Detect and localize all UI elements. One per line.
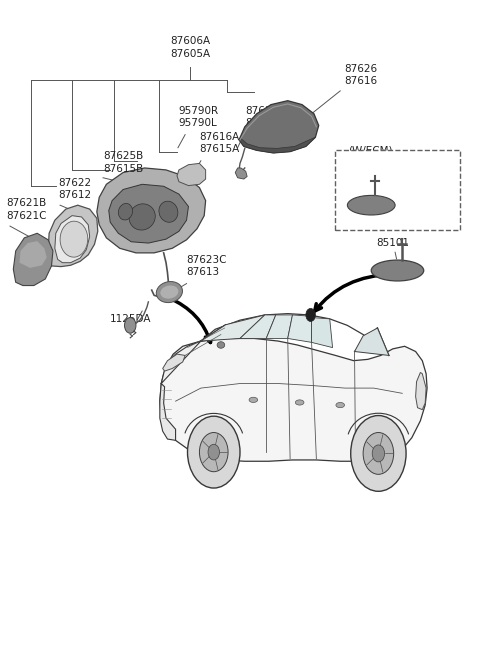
Polygon shape xyxy=(163,354,185,371)
Circle shape xyxy=(188,416,240,488)
Polygon shape xyxy=(97,168,205,253)
Ellipse shape xyxy=(217,342,225,348)
Polygon shape xyxy=(177,163,205,186)
Polygon shape xyxy=(239,100,319,153)
Text: 87626
87616: 87626 87616 xyxy=(344,64,377,87)
Ellipse shape xyxy=(156,281,182,302)
Text: (W/ECM): (W/ECM) xyxy=(348,146,392,155)
Ellipse shape xyxy=(129,204,155,230)
Ellipse shape xyxy=(249,398,258,403)
Text: 85101: 85101 xyxy=(359,156,391,166)
Ellipse shape xyxy=(160,285,179,298)
Polygon shape xyxy=(109,184,189,243)
Polygon shape xyxy=(416,373,426,409)
Polygon shape xyxy=(55,216,90,262)
Ellipse shape xyxy=(60,221,88,257)
Circle shape xyxy=(208,444,219,460)
Polygon shape xyxy=(239,137,315,153)
Polygon shape xyxy=(160,338,427,461)
Ellipse shape xyxy=(348,195,395,215)
Polygon shape xyxy=(288,315,312,342)
Polygon shape xyxy=(20,241,47,268)
Polygon shape xyxy=(355,328,389,356)
Polygon shape xyxy=(161,325,242,384)
Ellipse shape xyxy=(371,260,424,281)
Text: 87625B
87615B: 87625B 87615B xyxy=(103,152,144,174)
Text: 87621B
87621C: 87621B 87621C xyxy=(6,199,47,221)
Polygon shape xyxy=(266,315,292,338)
Text: 85101: 85101 xyxy=(376,238,409,249)
Circle shape xyxy=(199,432,228,472)
Polygon shape xyxy=(160,384,176,440)
Text: 87622
87612: 87622 87612 xyxy=(59,178,92,200)
Text: 95790R
95790L: 95790R 95790L xyxy=(178,106,218,128)
Circle shape xyxy=(351,415,406,491)
Circle shape xyxy=(363,432,394,474)
FancyBboxPatch shape xyxy=(336,150,460,230)
Text: 1125DA: 1125DA xyxy=(109,314,151,324)
Ellipse shape xyxy=(119,203,132,220)
Ellipse shape xyxy=(295,400,304,405)
Polygon shape xyxy=(235,168,247,179)
Polygon shape xyxy=(48,205,98,266)
Circle shape xyxy=(306,308,315,321)
Text: 87614L
87613L: 87614L 87613L xyxy=(245,106,284,128)
Circle shape xyxy=(372,445,384,462)
Polygon shape xyxy=(13,234,53,285)
Polygon shape xyxy=(312,318,333,348)
Polygon shape xyxy=(201,315,265,341)
Text: 87623C
87613: 87623C 87613 xyxy=(187,255,227,277)
Ellipse shape xyxy=(159,201,178,222)
Polygon shape xyxy=(240,315,276,338)
Text: 87616A
87615A: 87616A 87615A xyxy=(199,132,240,154)
Text: 87606A
87605A: 87606A 87605A xyxy=(170,37,210,59)
Circle shape xyxy=(124,318,136,333)
Ellipse shape xyxy=(336,403,345,407)
